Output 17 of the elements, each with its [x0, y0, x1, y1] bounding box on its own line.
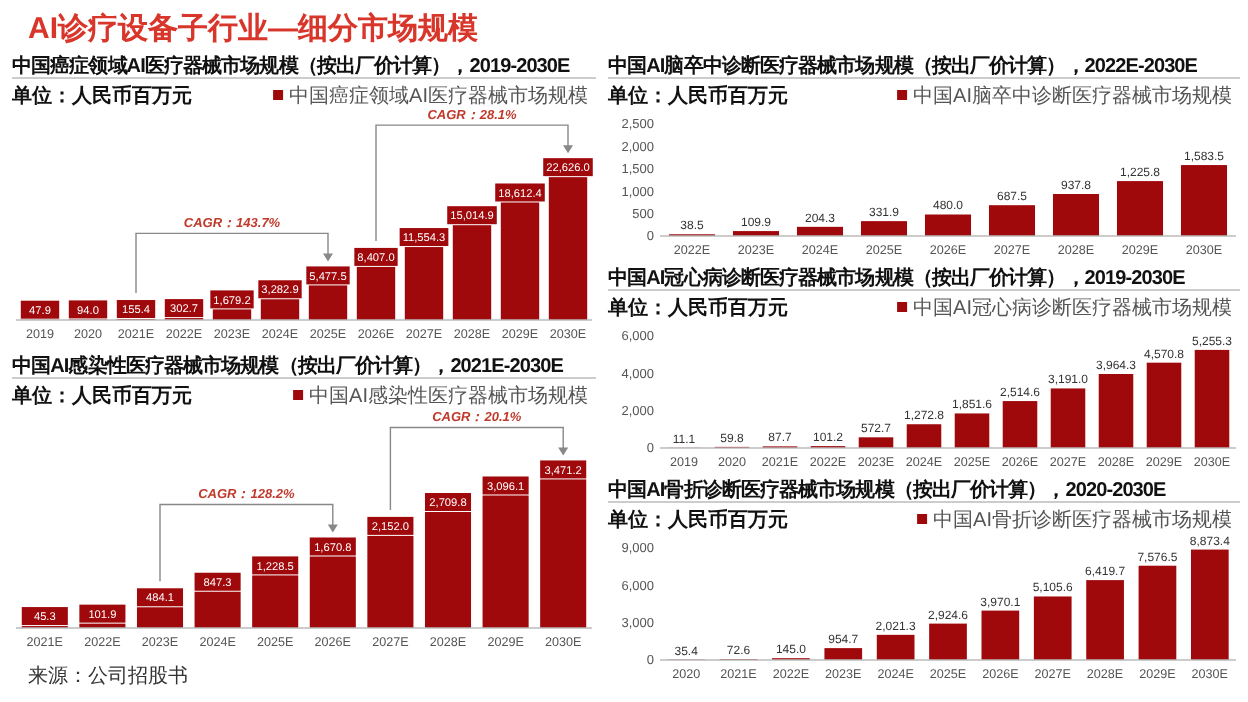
- legend: 中国AI冠心病诊断医疗器械市场规模: [897, 298, 1232, 320]
- chart-title: 中国癌症领域AI医疗器械市场规模（按出厂价计算），2019-2030E: [12, 54, 572, 78]
- chart-subtitle: 单位：人民币百万元: [606, 296, 788, 320]
- chart-subtitle: 单位：人民币百万元: [10, 84, 192, 108]
- chart-title: 中国AI骨折诊断医疗器械市场规模（按出厂价计算），2020-2030E: [608, 478, 1168, 502]
- chart-title: 中国AI感染性医疗器械市场规模（按出厂价计算），2021E-2030E: [12, 354, 565, 378]
- legend: 中国AI脑卒中诊断医疗器械市场规模: [897, 86, 1232, 108]
- chart-subtitle: 单位：人民币百万元: [606, 508, 788, 532]
- legend: 中国癌症领域AI医疗器械市场规模: [273, 86, 588, 108]
- chart-title: 中国AI脑卒中诊断医疗器械市场规模（按出厂价计算），2022E-2030E: [608, 54, 1199, 78]
- chart-subtitle: 单位：人民币百万元: [606, 84, 788, 108]
- legend: 中国AI骨折诊断医疗器械市场规模: [917, 510, 1232, 532]
- legend: 中国AI感染性医疗器械市场规模: [293, 386, 588, 408]
- chart-subtitle: 单位：人民币百万元: [10, 384, 192, 408]
- source-note: 来源：公司招股书: [28, 664, 188, 688]
- text: AI诊疗设备子行业—细分市场规模: [28, 10, 480, 46]
- chart-title: 中国AI冠心病诊断医疗器械市场规模（按出厂价计算），2019-2030E: [608, 266, 1187, 290]
